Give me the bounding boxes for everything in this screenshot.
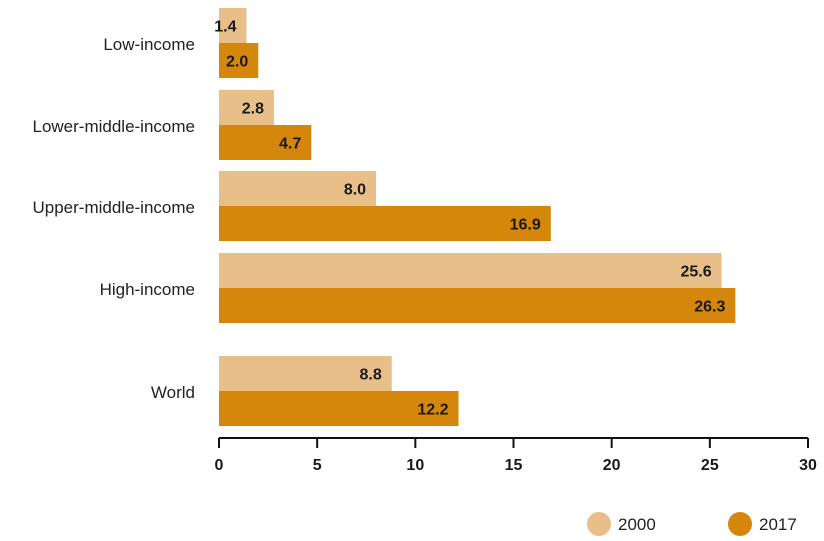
data-label-2000-2: 8.0 (344, 182, 366, 199)
data-label-2017-4: 12.2 (417, 402, 448, 419)
x-tick-label: 10 (406, 457, 424, 474)
legend-marker-2000 (587, 512, 611, 536)
data-label-2017-1: 4.7 (279, 136, 301, 153)
data-label-2017-2: 16.9 (510, 217, 541, 234)
category-label: Upper-middle-income (32, 198, 195, 217)
category-label: World (151, 383, 195, 402)
bar-2000-1 (219, 90, 274, 125)
bar-2017-0 (219, 43, 259, 78)
bar-2017-4 (219, 391, 459, 426)
legend-label: 2000 (618, 515, 656, 534)
x-tick-label: 0 (215, 457, 224, 474)
bar-2000-4 (219, 356, 392, 391)
data-label-2000-1: 2.8 (242, 101, 264, 118)
category-label: Low-income (103, 35, 195, 54)
data-label-2000-4: 8.8 (360, 367, 382, 384)
x-tick-label: 15 (505, 457, 523, 474)
legend-marker-2017 (728, 512, 752, 536)
data-label-2000-0: 1.4 (214, 19, 236, 36)
x-tick-label: 5 (313, 457, 322, 474)
bar-2000-2 (219, 171, 377, 206)
bar-2017-1 (219, 125, 312, 160)
bar-2017-3 (219, 288, 736, 323)
x-tick-label: 25 (701, 457, 719, 474)
x-tick-label: 20 (603, 457, 621, 474)
data-label-2000-3: 25.6 (680, 264, 711, 281)
bar-2017-2 (219, 206, 551, 241)
data-label-2017-3: 26.3 (694, 299, 725, 316)
x-tick-label: 30 (799, 457, 817, 474)
category-label: High-income (100, 280, 195, 299)
data-label-2017-0: 2.0 (226, 54, 248, 71)
bar-2000-3 (219, 253, 722, 288)
category-label: Lower-middle-income (32, 117, 195, 136)
legend-label: 2017 (759, 515, 797, 534)
bar-2000-0 (219, 8, 247, 43)
